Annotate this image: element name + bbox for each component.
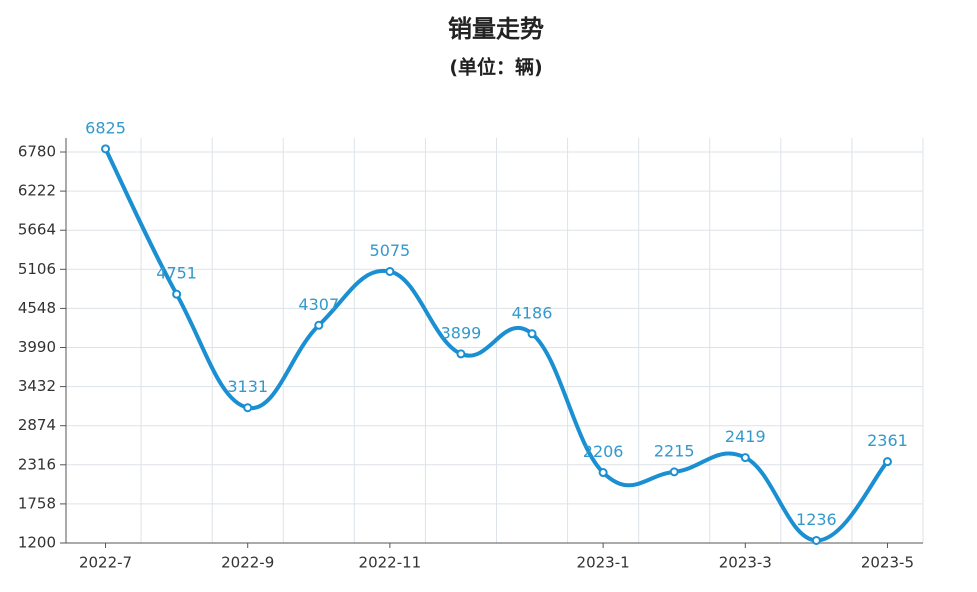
point <box>456 349 466 359</box>
value-label: 2361 <box>867 431 908 450</box>
point <box>882 457 892 467</box>
y-tick-label: 2874 <box>18 416 56 434</box>
point <box>598 468 608 478</box>
x-tick-label: 2022-11 <box>359 554 422 572</box>
x-tick-label: 2023-5 <box>861 554 914 572</box>
y-tick-label: 6222 <box>18 182 56 200</box>
y-tick-label: 1758 <box>18 494 56 512</box>
y-tick-label: 3990 <box>18 338 56 356</box>
value-label: 2206 <box>583 442 624 461</box>
value-label: 3899 <box>441 323 482 342</box>
x-tick-label: 2023-3 <box>719 554 772 572</box>
value-label: 4186 <box>512 303 553 322</box>
y-tick-label: 1200 <box>18 534 56 552</box>
line <box>103 147 889 543</box>
point <box>811 535 821 545</box>
chart-title: 销量走势 <box>448 15 544 43</box>
chart-subtitle: (单位：辆) <box>449 56 542 79</box>
x-tick-label: 2022-9 <box>221 554 274 572</box>
value-label: 4751 <box>156 264 197 283</box>
value-label: 2215 <box>654 441 695 460</box>
point <box>740 453 750 463</box>
y-tick-label: 6780 <box>18 143 56 161</box>
value-label: 5075 <box>370 241 411 260</box>
y-tick-label: 5664 <box>18 221 56 239</box>
x-tick-label: 2022-7 <box>79 554 132 572</box>
point <box>669 467 679 477</box>
point <box>527 329 537 339</box>
point <box>101 144 111 154</box>
x-tick-label: 2023-1 <box>577 554 630 572</box>
y-tick-label: 4548 <box>18 299 56 317</box>
y-tick-label: 5106 <box>18 260 56 278</box>
value-label: 6825 <box>85 118 126 137</box>
value-label: 1236 <box>796 510 837 529</box>
y-tick-label: 3432 <box>18 377 56 395</box>
point <box>385 266 395 276</box>
point <box>243 403 253 413</box>
point <box>172 289 182 299</box>
point <box>314 320 324 330</box>
y-tick-label: 2316 <box>18 455 56 473</box>
value-label: 2419 <box>725 427 766 446</box>
value-label: 3131 <box>227 377 268 396</box>
value-label: 4307 <box>298 295 339 314</box>
